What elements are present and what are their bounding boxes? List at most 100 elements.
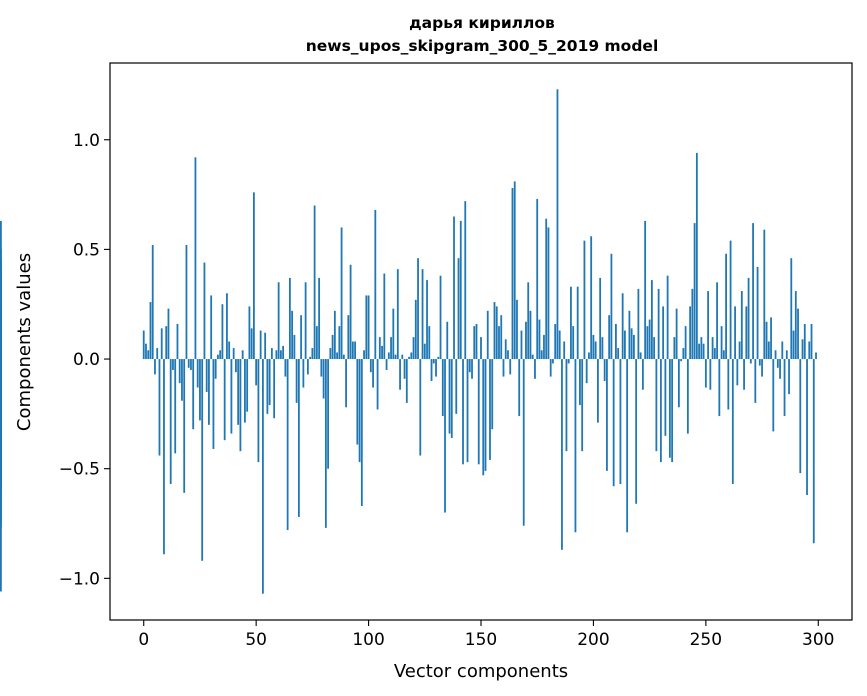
bar-238 (677, 359, 680, 408)
bar-268 (745, 306, 748, 360)
bar-191 (572, 326, 575, 360)
bar-168 (520, 330, 523, 360)
bar-100 (367, 295, 370, 360)
bar-131 (437, 356, 440, 360)
bar-41 (235, 359, 237, 373)
x-tick-label: 200 (577, 630, 609, 650)
x-tick-label: 300 (802, 630, 834, 650)
bar-110 (390, 337, 392, 360)
bar-171 (527, 282, 530, 360)
bar-234 (668, 359, 671, 458)
bar-205 (603, 359, 606, 381)
bar-24 (196, 359, 199, 388)
bar-167 (518, 359, 521, 417)
bar-190 (570, 286, 572, 360)
bar-145 (468, 359, 471, 373)
bar-132 (439, 275, 442, 360)
bar-98 (363, 350, 365, 360)
bar-37 (226, 293, 228, 360)
bar-21 (190, 359, 192, 370)
bar-16 (178, 359, 181, 384)
bar-188 (565, 359, 568, 452)
bar-236 (673, 337, 676, 360)
x-axis-ticks: 0 50 100 150 200 250 300 (138, 620, 834, 650)
bar-156 (493, 302, 496, 360)
bar-58 (273, 359, 276, 419)
bar-256 (718, 359, 721, 417)
bar-129 (432, 359, 435, 364)
bar-29 (208, 359, 210, 425)
bar-245 (693, 223, 696, 360)
bar-278 (767, 341, 770, 360)
bar-94 (354, 341, 356, 360)
bar-159 (500, 315, 503, 360)
bar-229 (657, 288, 660, 360)
x-tick-label: 150 (465, 630, 497, 650)
bar-212 (619, 359, 622, 485)
bar-251 (707, 291, 709, 360)
bar-12 (169, 359, 172, 485)
bar-193 (576, 286, 579, 360)
bar-203 (599, 277, 602, 360)
bar-81 (324, 359, 327, 528)
bar-284 (781, 341, 784, 360)
bar-20 (187, 359, 190, 368)
bar-11 (167, 308, 170, 360)
bar-22 (192, 359, 195, 430)
bar-165 (513, 181, 516, 360)
bar-241 (684, 326, 687, 360)
bar-121 (414, 299, 417, 360)
bar-15 (176, 323, 179, 360)
bar-46 (246, 359, 249, 412)
bar-181 (549, 359, 552, 377)
bar-147 (473, 326, 476, 360)
bar-52 (259, 330, 262, 360)
bar-271 (752, 223, 754, 360)
bar-247 (698, 343, 700, 360)
bar-186 (561, 359, 563, 550)
bar-233 (666, 275, 669, 360)
bar-174 (534, 359, 536, 379)
bar-64 (286, 359, 289, 531)
x-tick-label: 250 (690, 630, 722, 650)
bar-154 (489, 359, 491, 460)
bar-227 (653, 337, 656, 360)
y-tick-label: −1.0 (59, 569, 100, 589)
bar-30 (210, 295, 213, 360)
bar-285 (783, 359, 786, 417)
bar-127 (428, 326, 431, 360)
bar-281 (774, 350, 777, 360)
bar-119 (410, 352, 413, 360)
bar-87 (338, 326, 341, 360)
bar-244 (691, 288, 694, 360)
bar-2 (147, 350, 150, 360)
x-tick-label: 50 (245, 630, 267, 650)
bar-55 (266, 359, 269, 414)
bar-155 (491, 359, 494, 430)
bar-70 (300, 315, 303, 360)
bar-180 (547, 227, 550, 360)
bar-139 (455, 359, 458, 414)
bar-201 (594, 341, 597, 360)
bar-104 (376, 359, 379, 410)
bar-135 (446, 321, 449, 360)
bar-153 (486, 310, 489, 360)
x-tick-label: 100 (352, 630, 384, 650)
bar-103 (374, 209, 377, 360)
bar-142 (462, 359, 464, 465)
bar-34 (219, 350, 222, 360)
bar-204 (601, 337, 604, 360)
bar-123 (419, 359, 422, 456)
bar-189 (567, 359, 570, 364)
bar-152 (484, 359, 487, 471)
bar-67 (293, 334, 296, 360)
bar-291 (797, 308, 799, 360)
bar-149 (477, 359, 480, 465)
bar-213 (621, 293, 624, 360)
bar-10 (165, 326, 168, 360)
bar-184 (556, 89, 559, 360)
bar-0 (142, 330, 145, 360)
bar-286 (785, 350, 788, 360)
bar-166 (516, 299, 518, 360)
bar-206 (606, 359, 608, 471)
